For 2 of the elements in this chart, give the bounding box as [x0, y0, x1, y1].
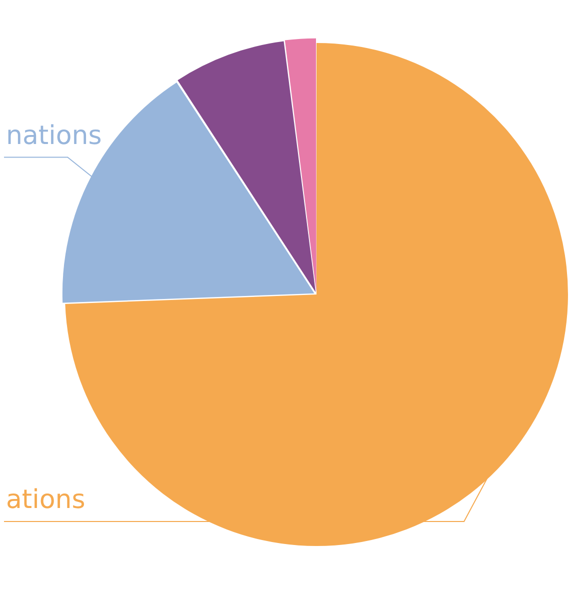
slice-label: nations	[6, 120, 102, 151]
slice-label: ations	[6, 485, 86, 516]
